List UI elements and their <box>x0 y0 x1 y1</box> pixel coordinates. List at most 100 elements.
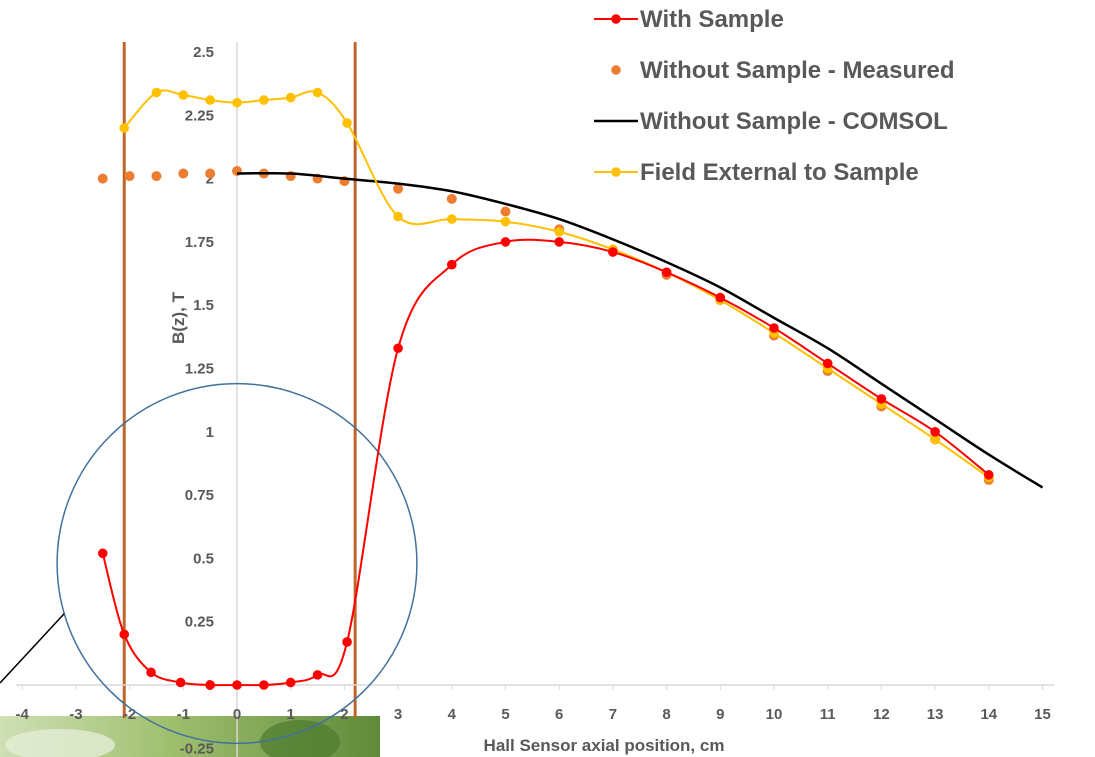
data-point <box>232 97 242 108</box>
x-tick-label: -3 <box>69 706 82 723</box>
x-axis: -4 -3 -2 -1 0 1 2 3 4 5 6 7 8 9 10 11 12 13 14 15 <box>16 684 1055 723</box>
data-point <box>608 247 618 257</box>
x-tick-label: 1 <box>287 706 295 723</box>
series-layer <box>97 87 1044 690</box>
series-field-external-to-sample <box>119 87 994 483</box>
y-tick-label: 0.25 <box>185 614 214 631</box>
legend-item: With Sample <box>594 6 784 33</box>
series-line <box>236 171 1044 489</box>
legend-label: Without Sample - Measured <box>640 57 954 84</box>
x-tick-label: 8 <box>662 706 670 723</box>
y-tick-label: 2.5 <box>193 44 214 61</box>
data-point <box>930 427 940 437</box>
data-point <box>312 87 323 98</box>
x-tick-label: -4 <box>16 706 30 723</box>
data-point <box>500 216 511 227</box>
series-line <box>123 89 990 479</box>
zoom-leader-line <box>0 613 65 684</box>
legend-item: Without Sample - COMSOL <box>594 108 948 135</box>
data-point <box>447 214 457 224</box>
x-tick-label: 12 <box>873 706 890 723</box>
data-point <box>97 548 108 559</box>
data-point <box>151 87 162 98</box>
legend-item: Without Sample - Measured <box>611 57 954 84</box>
y-tick-label: 2.25 <box>185 107 214 124</box>
y-tick-label: 0.5 <box>193 550 214 567</box>
x-tick-label: 0 <box>233 706 241 723</box>
data-point <box>312 670 323 680</box>
data-point <box>205 168 216 179</box>
x-tick-label: 7 <box>609 706 617 723</box>
x-tick-label: 10 <box>766 706 783 723</box>
x-tick-label: -1 <box>177 706 190 723</box>
data-point <box>393 211 403 222</box>
corner-photo <box>0 716 380 757</box>
data-point <box>205 680 215 690</box>
data-point <box>822 358 833 369</box>
legend-label: With Sample <box>640 6 784 33</box>
data-point <box>446 193 457 204</box>
y-tick-label: -0.25 <box>180 740 214 757</box>
x-tick-label: 13 <box>927 706 944 723</box>
x-tick-label: 6 <box>555 706 563 723</box>
data-point <box>285 677 296 688</box>
data-point <box>97 173 108 184</box>
x-tick-label: 11 <box>820 706 836 723</box>
y-tick-label: 1.25 <box>185 361 214 378</box>
data-point <box>151 171 162 182</box>
sample-boundary-lines <box>122 42 357 718</box>
y-tick-label: 1.5 <box>193 297 214 314</box>
y-tick-label: 1.75 <box>185 234 214 251</box>
data-point <box>554 226 564 237</box>
data-point <box>500 237 511 247</box>
y-tick-label: 1 <box>206 424 214 441</box>
data-point <box>554 237 564 247</box>
data-point <box>205 95 215 105</box>
legend-marker-swatch <box>611 167 621 177</box>
data-point <box>876 394 887 404</box>
x-tick-label: 3 <box>394 706 402 723</box>
legend-marker-swatch <box>611 14 621 24</box>
series-line <box>101 238 990 687</box>
data-point <box>124 171 135 182</box>
series-with-sample <box>97 237 994 690</box>
x-tick-label: 9 <box>716 706 724 723</box>
x-tick-label: 14 <box>980 706 997 723</box>
y-axis-label: B(z), T <box>169 291 188 344</box>
data-point <box>146 667 156 678</box>
y-tick-label: 2 <box>206 171 214 188</box>
data-point <box>119 629 130 640</box>
data-point <box>715 292 726 303</box>
y-axis: -0.25 0 0.25 0.5 0.75 1 1.25 1.5 1.75 2 2.25 2.5 <box>180 42 238 757</box>
legend-label: Field External to Sample <box>640 159 919 186</box>
data-point <box>930 434 940 445</box>
legend-marker-swatch <box>611 65 621 75</box>
data-point <box>175 677 186 688</box>
data-point <box>984 470 994 480</box>
series-without-sample-comsol <box>236 171 1044 489</box>
legend: With Sample Without Sample - Measured With… <box>594 6 954 186</box>
data-point <box>259 95 269 105</box>
zoom-circle <box>56 382 418 745</box>
data-point <box>393 343 403 354</box>
data-point <box>178 168 189 179</box>
data-point <box>342 118 352 128</box>
data-point <box>232 680 242 690</box>
legend-item: Field External to Sample <box>594 159 919 186</box>
y-tick-label: 0.75 <box>185 487 214 504</box>
data-point <box>285 92 296 103</box>
annotation-layer <box>0 382 418 745</box>
data-point <box>661 267 672 278</box>
data-point <box>447 259 457 270</box>
data-point <box>259 680 269 690</box>
data-point <box>500 206 511 217</box>
data-point <box>393 183 404 194</box>
x-tick-label: 2 <box>340 706 348 723</box>
x-axis-label: Hall Sensor axial position, cm <box>484 736 725 755</box>
data-point <box>342 637 352 647</box>
x-tick-label: 4 <box>448 706 457 723</box>
x-tick-label: 15 <box>1034 706 1051 723</box>
data-point <box>178 90 189 100</box>
x-tick-label: 5 <box>501 706 509 723</box>
